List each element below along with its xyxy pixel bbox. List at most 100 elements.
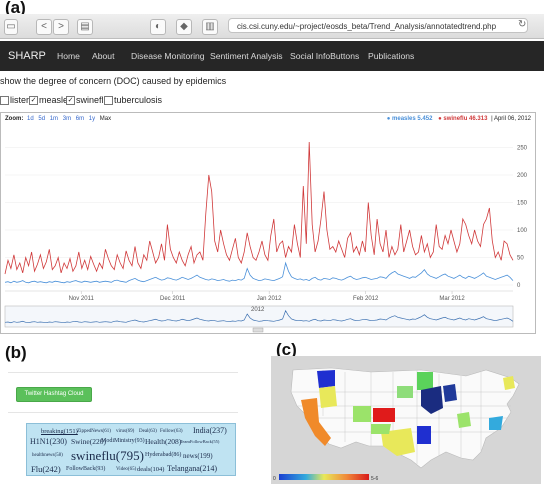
hashtag-item[interactable]: Health(208) [145,437,182,446]
zoom-max[interactable]: Max [99,116,112,122]
zoom-bar: Zoom: 1d 5d 1m 3m 6m 1y Max [5,116,111,122]
hashtag-item[interactable]: news(199) [183,452,213,460]
hashtag-item[interactable]: Video(65) [116,467,137,472]
hashtag-item[interactable]: swineflu(795) [71,448,144,463]
back-button[interactable]: < [36,19,52,35]
hashtag-item[interactable]: Hyderabad(86) [145,452,182,458]
nav-disease-monitoring[interactable]: Disease Monitoring [131,51,205,61]
y-tick-label: 250 [517,146,528,152]
hashtag-item[interactable]: ModiMinistry(93) [101,438,145,444]
address-bar[interactable]: cis.csi.cuny.edu/~project/eosds_beta/Tre… [228,18,528,33]
reload-icon[interactable]: ↻ [518,19,527,30]
brand-logo[interactable]: SHARP [8,50,46,62]
twitter-hashtag-cloud-button[interactable]: Twitter Hashtag Cloud [16,387,92,402]
checkbox-box[interactable]: ✓ [29,95,38,105]
us-map: 0 5-6 [273,367,520,482]
state-green-north [417,372,433,390]
sidebar-icon[interactable]: ▤ [77,19,93,35]
panel-label-a: (a) [5,0,26,17]
map-legend-min: 0 [273,476,276,482]
url-text: cis.csi.cuny.edu/~project/eosds_beta/Tre… [237,22,497,31]
state-lightgreen-central [353,406,371,422]
legend-date: | April 06, 2012 [491,116,531,122]
checkbox-swineflu[interactable]: ✓ swineflu [66,95,109,105]
legend-swineflu: ● swineflu 46.313 [438,116,488,122]
hashtag-item[interactable]: Telangana(214) [167,464,218,473]
state-yellow-south [381,428,415,456]
checkbox-label: tuberculosis [114,95,163,105]
hashtag-item[interactable]: Swine(220) [71,437,106,446]
zoom-5d[interactable]: 5d [38,116,46,122]
hashtag-cloud: breaking(151) ZippedNews(61) virus(69) Deal… [26,423,236,476]
privacy-icon[interactable]: ◐ [150,19,166,35]
hashtag-item[interactable]: Deal(63) [139,429,157,434]
state-yellow-ne [503,376,515,390]
nav-about[interactable]: About [92,51,115,61]
state-orange-west [301,398,331,446]
checkbox-box[interactable] [104,95,113,105]
hashtag-item[interactable]: Flu(242) [31,464,61,474]
state-navy-midwest [421,386,443,414]
series-line-measles [4,261,514,284]
zoom-1d[interactable]: 1d [27,116,34,122]
navigator [4,305,514,328]
checkbox-label: measles [39,95,73,105]
extension-icon[interactable]: ◆ [176,19,192,35]
checkbox-box[interactable] [0,95,9,105]
nav-sentiment-analysis[interactable]: Sentiment Analysis [210,51,283,61]
hashtag-item[interactable]: virus(69) [116,429,135,434]
y-tick-label: 0 [517,283,521,289]
hashtag-item[interactable]: breaking(151) [41,428,78,435]
map-legend-max: 5-6 [371,476,378,482]
nav-home[interactable]: Home [57,51,80,61]
hashtag-item[interactable]: FollowBack(93) [66,466,106,472]
divider [8,372,238,373]
state-blue-south [417,426,431,444]
zoom-label: Zoom: [5,116,24,122]
nav-publications[interactable]: Publications [368,51,415,61]
y-tick-label: 200 [517,173,528,179]
x-tick-label: Mar 2012 [439,296,465,302]
zoom-1m[interactable]: 1m [49,116,59,122]
zoom-3m[interactable]: 3m [62,116,72,122]
nav-social-infobuttons[interactable]: Social InfoButtons [290,51,360,61]
reader-icon[interactable]: ▥ [202,19,218,35]
checkbox-tuberculosis[interactable]: tuberculosis [104,95,162,105]
zoom-6m[interactable]: 6m [75,116,85,122]
checkbox-label: listeria [10,95,37,105]
map-legend-bar [279,474,369,480]
checkbox-box[interactable]: ✓ [66,95,75,105]
legend-measles: ● measles 5.452 [386,116,433,122]
panel-label-c: (c) [276,340,297,359]
site-navbar: SHARP Home About Disease Monitoring Sent… [0,41,544,71]
hashtag-item[interactable]: H1N1(230) [30,437,67,446]
hashtag-item[interactable]: ZippedNews(61) [77,429,111,434]
zoom-1y[interactable]: 1y [88,116,96,122]
series-line-swineflu [4,141,514,275]
state-lightgreen-south [371,424,391,434]
hashtag-item[interactable]: Follow(63) [160,429,183,434]
checkbox-measles[interactable]: ✓ measles [29,95,73,105]
state-green-midwest [397,386,413,398]
divider [8,412,238,413]
hashtag-item[interactable]: healthnews(58) [32,453,63,458]
x-tick-label: Nov 2011 [69,296,95,302]
navigator-series [4,309,514,324]
navigator-label: 2012 [251,307,265,313]
checkbox-label: swineflu [76,95,109,105]
chart-legend: ● measles 5.452 ● swineflu 46.313 | Apri… [387,116,531,122]
panel-label-b: (b) [5,343,27,362]
navigator-handle [252,327,264,333]
x-tick-label: Dec 2011 [160,296,186,302]
state-red-central [373,408,395,422]
browser-toolbar: ▭ < > ▤ ◐ ◆ ▥ cis.csi.cuny.edu/~project/… [0,14,544,39]
state-cyan-east [489,416,503,430]
state-blue-nw [317,370,335,388]
checkbox-listeria[interactable]: listeria [0,95,36,105]
forward-button[interactable]: > [53,19,69,35]
sidebar-toggle-icon[interactable]: ▭ [4,19,18,35]
hashtag-item[interactable]: TeamFollowBack(55) [180,439,220,444]
hashtag-item[interactable]: deals(104) [137,466,165,473]
hashtag-item[interactable]: India(237) [193,426,227,435]
state-yellow-west [319,386,337,408]
